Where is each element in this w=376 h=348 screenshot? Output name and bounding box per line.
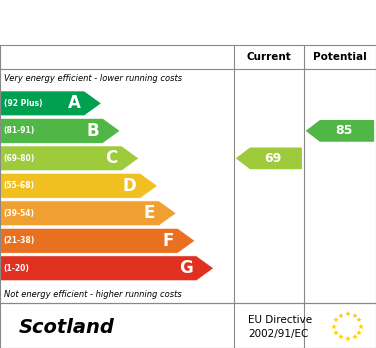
Text: (55-68): (55-68) [4,181,35,190]
Polygon shape [1,201,176,226]
Polygon shape [306,120,374,142]
Text: Energy Efficiency Rating: Energy Efficiency Rating [11,13,259,31]
Text: 85: 85 [335,124,352,137]
Polygon shape [1,91,101,116]
Text: A: A [68,94,80,112]
Polygon shape [1,146,139,171]
Polygon shape [1,256,214,280]
Text: Not energy efficient - higher running costs: Not energy efficient - higher running co… [4,290,182,299]
Text: D: D [123,177,136,195]
Text: (69-80): (69-80) [4,154,35,163]
Text: Very energy efficient - lower running costs: Very energy efficient - lower running co… [4,74,182,84]
Text: F: F [162,232,174,250]
Text: 69: 69 [264,152,281,165]
Text: Potential: Potential [313,52,367,62]
Text: 2002/91/EC: 2002/91/EC [248,329,309,339]
Text: B: B [86,122,99,140]
Text: (21-38): (21-38) [4,236,35,245]
Text: (1-20): (1-20) [4,264,30,273]
Polygon shape [236,148,302,169]
Text: Scotland: Scotland [19,318,115,337]
Text: Current: Current [246,52,291,62]
Text: G: G [179,259,193,277]
Text: E: E [144,204,155,222]
Polygon shape [1,119,120,143]
Polygon shape [1,173,158,198]
Polygon shape [1,228,195,253]
Text: (81-91): (81-91) [4,126,35,135]
Text: (39-54): (39-54) [4,209,35,218]
Text: (92 Plus): (92 Plus) [4,99,42,108]
Text: EU Directive: EU Directive [248,315,312,325]
Text: C: C [106,149,118,167]
